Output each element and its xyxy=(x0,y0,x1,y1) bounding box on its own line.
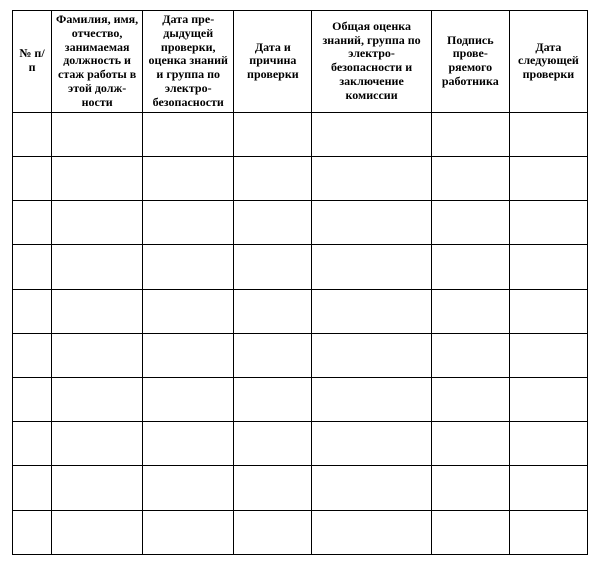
table-cell xyxy=(52,289,143,333)
table-cell xyxy=(143,510,234,554)
table-cell xyxy=(312,466,431,510)
col-header-date-reason: Дата и причи­на проверки xyxy=(234,11,312,113)
table-cell xyxy=(143,333,234,377)
table-cell xyxy=(431,289,509,333)
table-cell xyxy=(143,289,234,333)
table-cell xyxy=(13,333,52,377)
col-header-next-check: Дата следую­щей проверки xyxy=(509,11,587,113)
table-cell xyxy=(431,156,509,200)
table-cell xyxy=(234,289,312,333)
table-cell xyxy=(431,112,509,156)
table-cell xyxy=(234,422,312,466)
table-cell xyxy=(13,201,52,245)
table-cell xyxy=(234,112,312,156)
table-cell xyxy=(234,466,312,510)
table-cell xyxy=(143,156,234,200)
table-cell xyxy=(509,377,587,421)
table-cell xyxy=(234,245,312,289)
table-cell xyxy=(52,466,143,510)
table-cell xyxy=(509,466,587,510)
table-cell xyxy=(509,245,587,289)
table-cell xyxy=(13,510,52,554)
col-header-number: № п/п xyxy=(13,11,52,113)
col-header-signature: Подпись прове­ряемого работ­ника xyxy=(431,11,509,113)
table-cell xyxy=(234,510,312,554)
table-cell xyxy=(52,377,143,421)
table-row xyxy=(13,156,588,200)
col-header-prev-check: Дата пре­дыдущей проверки, оценка знаний… xyxy=(143,11,234,113)
col-header-fullname: Фамилия, имя, отчество, занимае­мая долж… xyxy=(52,11,143,113)
table-cell xyxy=(13,245,52,289)
table-row xyxy=(13,201,588,245)
table-row xyxy=(13,333,588,377)
table-cell xyxy=(431,510,509,554)
table-cell xyxy=(509,112,587,156)
table-cell xyxy=(312,245,431,289)
table-cell xyxy=(13,466,52,510)
table-cell xyxy=(312,201,431,245)
table-cell xyxy=(52,245,143,289)
table-cell xyxy=(509,289,587,333)
table-cell xyxy=(52,112,143,156)
table-row xyxy=(13,466,588,510)
table-cell xyxy=(509,156,587,200)
table-cell xyxy=(312,422,431,466)
table-cell xyxy=(52,201,143,245)
table-cell xyxy=(143,245,234,289)
table-cell xyxy=(52,422,143,466)
table-row xyxy=(13,422,588,466)
table-cell xyxy=(13,422,52,466)
table-cell xyxy=(13,112,52,156)
table-cell xyxy=(431,333,509,377)
table-cell xyxy=(509,510,587,554)
page: № п/п Фамилия, имя, отчество, занимае­ма… xyxy=(0,0,600,567)
table-cell xyxy=(509,201,587,245)
table-cell xyxy=(143,377,234,421)
table-cell xyxy=(431,201,509,245)
table-cell xyxy=(13,156,52,200)
table-cell xyxy=(143,422,234,466)
table-cell xyxy=(312,156,431,200)
table-cell xyxy=(312,112,431,156)
table-cell xyxy=(509,333,587,377)
table-cell xyxy=(312,289,431,333)
knowledge-check-register-table: № п/п Фамилия, имя, отчество, занимае­ма… xyxy=(12,10,588,555)
table-cell xyxy=(143,466,234,510)
table-cell xyxy=(431,466,509,510)
table-cell xyxy=(431,377,509,421)
table-cell xyxy=(13,377,52,421)
table-row xyxy=(13,510,588,554)
table-cell xyxy=(312,510,431,554)
table-cell xyxy=(431,422,509,466)
table-row xyxy=(13,289,588,333)
table-cell xyxy=(431,245,509,289)
table-cell xyxy=(312,377,431,421)
table-cell xyxy=(234,201,312,245)
table-cell xyxy=(509,422,587,466)
table-cell xyxy=(52,510,143,554)
table-header: № п/п Фамилия, имя, отчество, занимае­ма… xyxy=(13,11,588,113)
table-cell xyxy=(13,289,52,333)
table-cell xyxy=(143,112,234,156)
col-header-assessment: Общая оценка знаний, группа по электро­б… xyxy=(312,11,431,113)
table-cell xyxy=(52,156,143,200)
table-cell xyxy=(312,333,431,377)
table-cell xyxy=(52,333,143,377)
table-cell xyxy=(234,156,312,200)
table-header-row: № п/п Фамилия, имя, отчество, занимае­ма… xyxy=(13,11,588,113)
table-row xyxy=(13,112,588,156)
table-cell xyxy=(143,201,234,245)
table-body xyxy=(13,112,588,554)
table-cell xyxy=(234,377,312,421)
table-row xyxy=(13,245,588,289)
table-row xyxy=(13,377,588,421)
table-cell xyxy=(234,333,312,377)
